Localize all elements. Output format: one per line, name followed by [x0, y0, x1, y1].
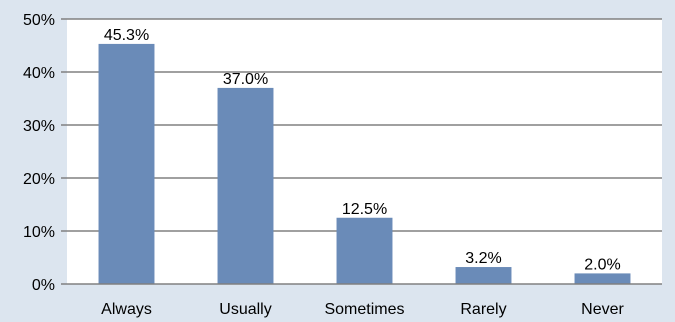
data-labels: 45.3% 37.0% 12.5% 3.2% 2.0%: [104, 27, 621, 273]
bar-sometimes: [336, 217, 393, 284]
bar-always: [98, 43, 155, 284]
data-label: 12.5%: [342, 201, 387, 218]
x-tick-label: Usually: [219, 301, 271, 318]
x-tick-label: Sometimes: [324, 301, 404, 318]
y-tick-label: 50%: [23, 12, 55, 29]
y-axis-tick-labels: 0% 10% 20% 30% 40% 50%: [23, 12, 55, 294]
y-tick-label: 40%: [23, 65, 55, 82]
data-label: 37.0%: [223, 71, 268, 88]
bar-usually: [217, 87, 274, 285]
y-tick-label: 10%: [23, 224, 55, 241]
y-tick-label: 30%: [23, 118, 55, 135]
x-axis-category-labels: Always Usually Sometimes Rarely Never: [101, 301, 624, 318]
bars: [98, 43, 631, 285]
y-tick-label: 0%: [32, 277, 55, 294]
data-label: 2.0%: [584, 256, 620, 273]
gridlines: [61, 18, 662, 232]
y-tick-label: 20%: [23, 171, 55, 188]
bar-never: [574, 273, 631, 284]
data-label: 3.2%: [465, 250, 501, 267]
bar-rarely: [455, 267, 512, 284]
data-label: 45.3%: [104, 27, 149, 44]
x-tick-label: Never: [581, 301, 624, 318]
x-tick-label: Rarely: [460, 301, 506, 318]
x-tick-label: Always: [101, 301, 152, 318]
